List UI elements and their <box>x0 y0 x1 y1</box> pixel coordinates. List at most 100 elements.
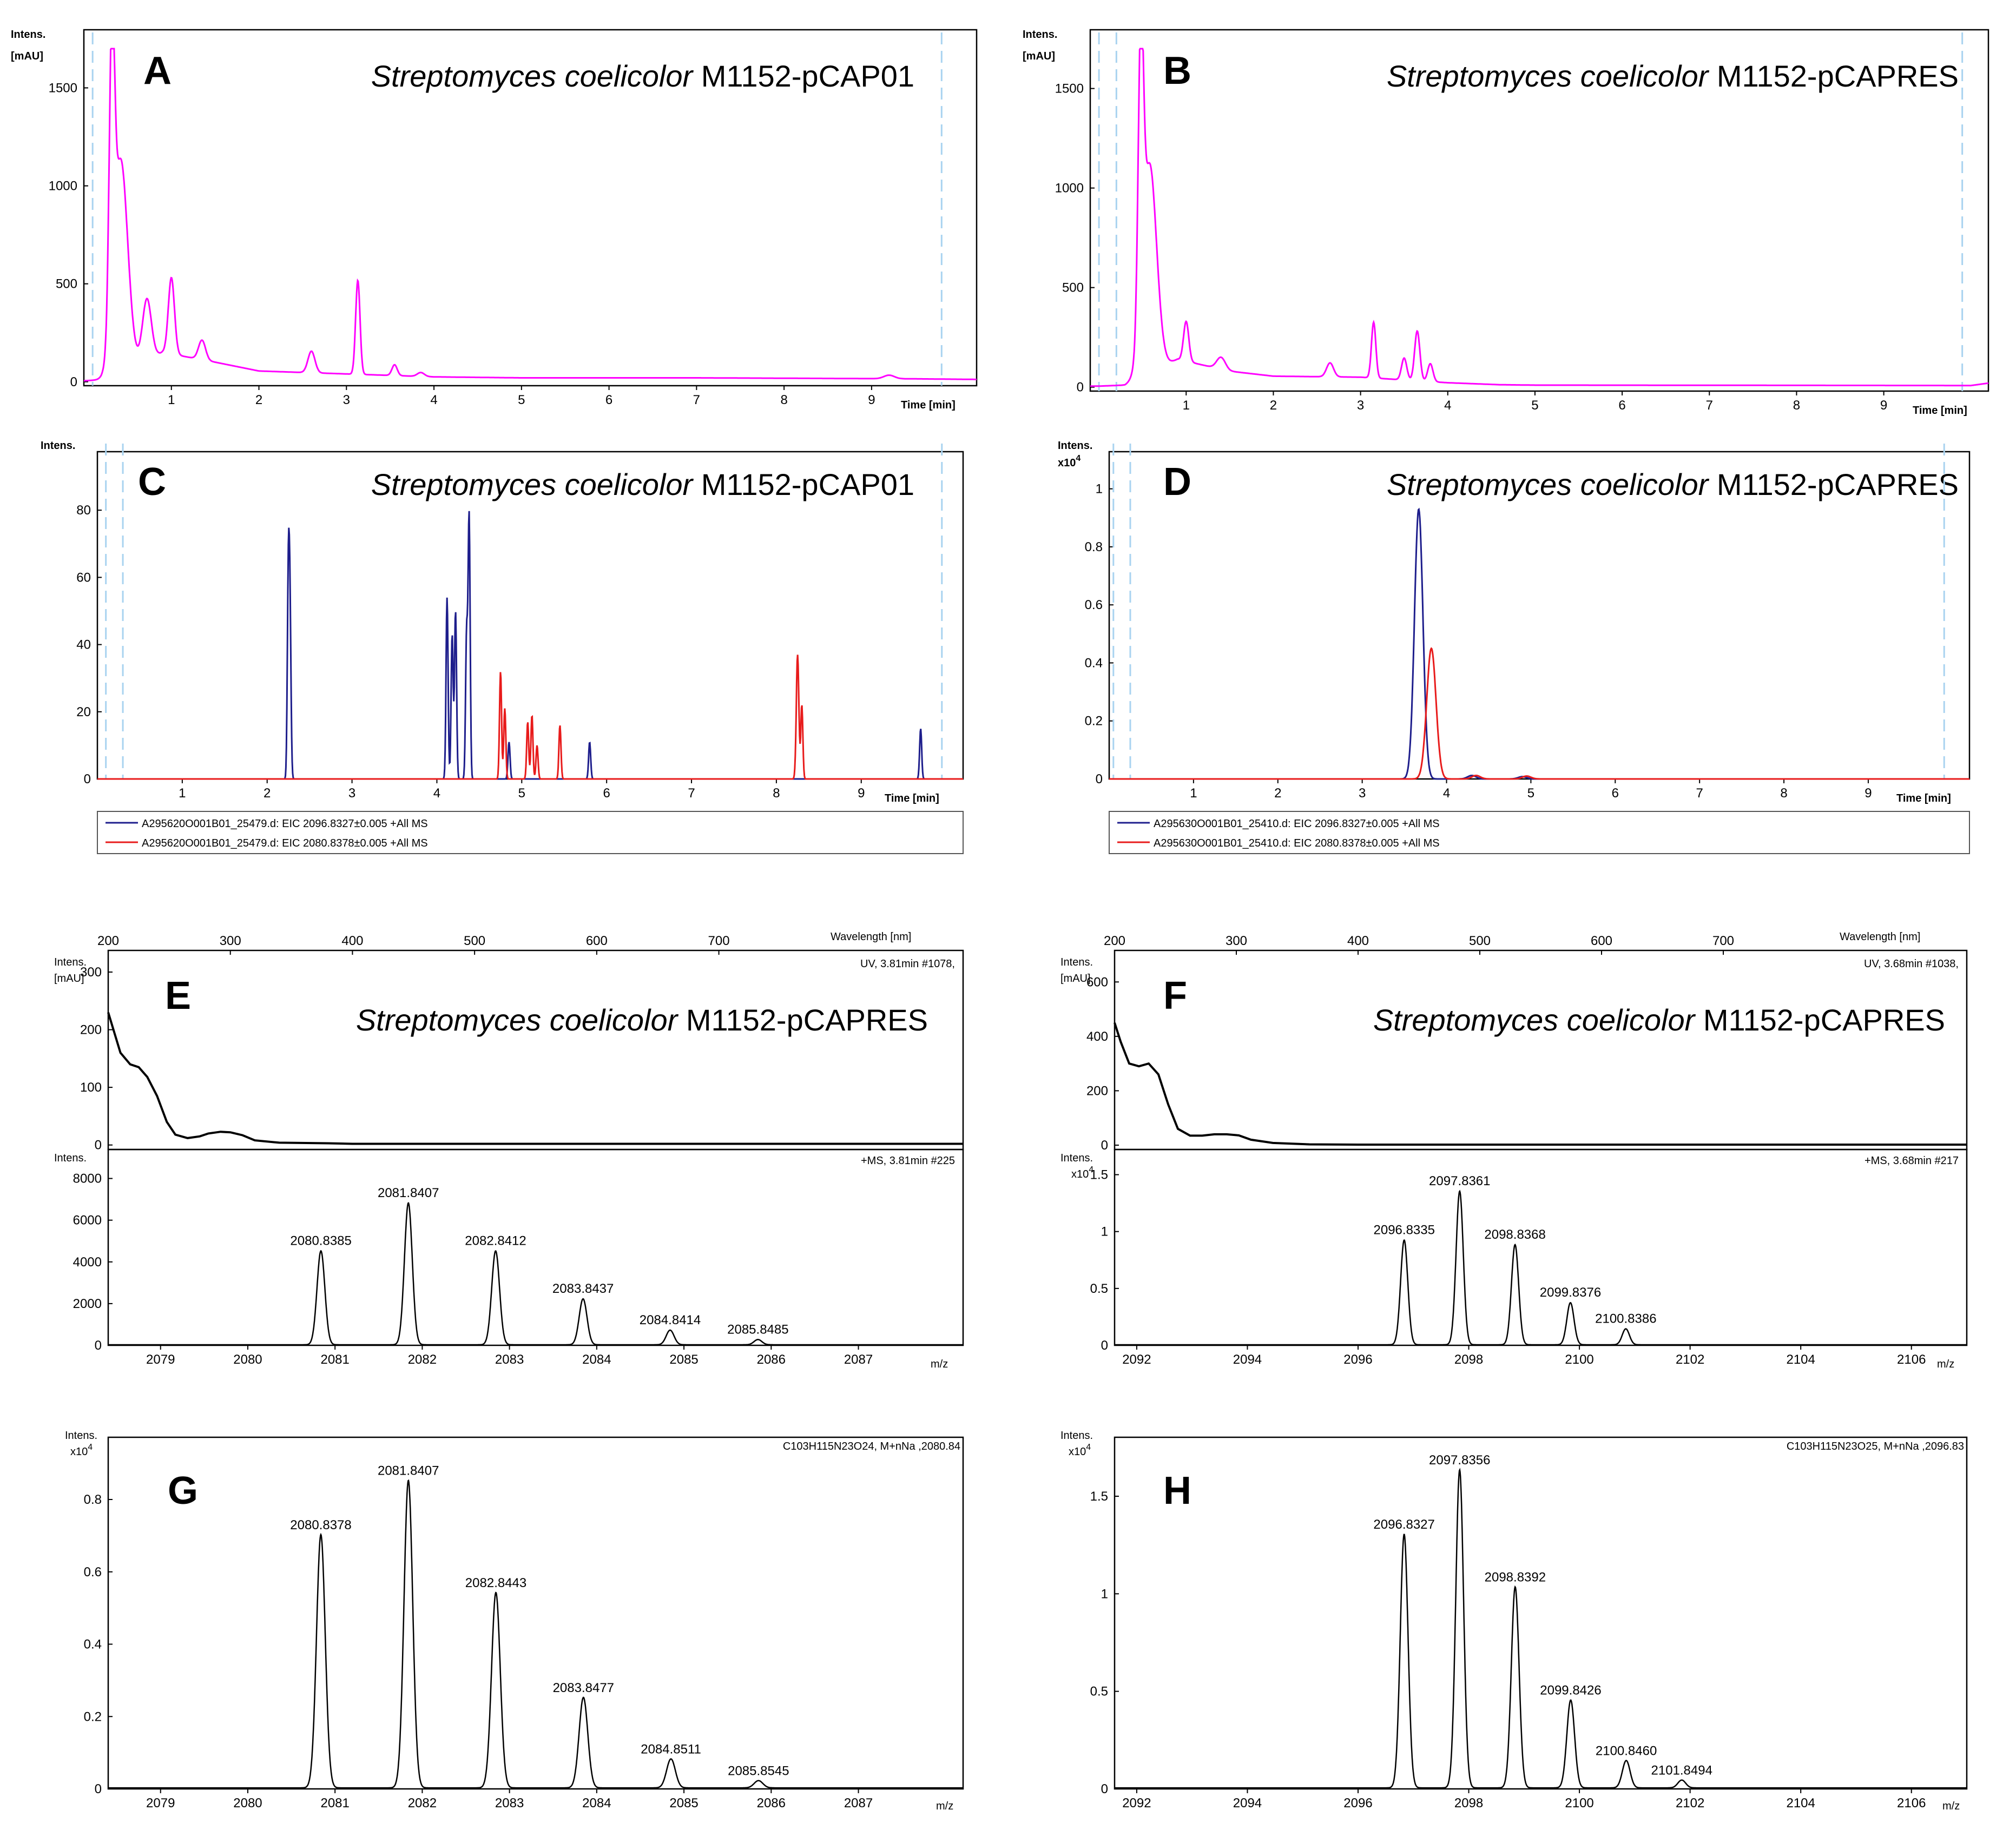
panel-c-xtick-label: 8 <box>773 786 780 801</box>
panel-c-traces <box>97 511 963 780</box>
panel-e-uv-ytick-label: 200 <box>80 1023 102 1038</box>
panel-c-legend-box <box>97 811 964 854</box>
panel-g-spectrum-line <box>108 1479 963 1789</box>
panel-d-legend-entry-2: A295630O001B01_25410.d: EIC 2080.8378±0.… <box>1154 837 1440 849</box>
panel-f-uv-xtick-label: 600 <box>1591 934 1612 948</box>
panel-e-uv-xtick-label: 400 <box>341 934 363 948</box>
panel-g-peak-label: 2081.8407 <box>378 1464 439 1478</box>
panel-e-label: E <box>165 974 191 1018</box>
panel-b-title: Streptomyces coelicolor M1152-pCAPRES <box>1387 59 1959 93</box>
panel-f-ms-peak-label: 2099.8376 <box>1540 1285 1601 1300</box>
panel-c-xlabel: Time [min] <box>885 792 939 804</box>
panel-g-frame <box>107 1436 964 1790</box>
panel-e-title: Streptomyces coelicolor M1152-pCAPRES <box>356 1003 928 1037</box>
panel-h-xtick-label: 2104 <box>1786 1796 1815 1811</box>
panel-f-ms-ytick-label: 1.5 <box>1090 1168 1108 1182</box>
panel-d-title: Streptomyces coelicolor M1152-pCAPRES <box>1387 467 1959 501</box>
panel-h-xtick-label: 2106 <box>1897 1796 1926 1811</box>
panel-f-ms-peak-label: 2096.8335 <box>1374 1223 1435 1238</box>
panel-h-peak-label: 2101.8494 <box>1651 1763 1712 1778</box>
panel-d-ytick-label: 0.6 <box>1085 598 1103 612</box>
panel-b-ytick-label: 1000 <box>1055 181 1084 196</box>
panel-b-xtick-label: 3 <box>1357 398 1364 413</box>
panel-b-ytick-label: 1500 <box>1055 82 1084 96</box>
panel-a-ytick-label: 1000 <box>49 179 77 194</box>
panel-d-xtick-label: 6 <box>1612 786 1619 801</box>
panel-h-xtick-label: 2096 <box>1343 1796 1372 1811</box>
panel-d-xtick-label: 3 <box>1359 786 1366 801</box>
panel-h-ytick-label: 0.5 <box>1090 1684 1108 1699</box>
panel-a-traces <box>84 48 977 382</box>
panel-g-xtick-label: 2081 <box>320 1796 349 1811</box>
panel-h-xtick-label: 2094 <box>1233 1796 1262 1811</box>
panel-f-ms-ytick-label: 0 <box>1101 1338 1108 1353</box>
panel-e-ms-annotation: +MS, 3.81min #225 <box>861 1155 955 1167</box>
panel-e-ms-xtick-label: 2084 <box>582 1352 611 1367</box>
panel-g-xtick-label: 2084 <box>582 1796 611 1811</box>
panel-b-xtick-label: 4 <box>1444 398 1451 413</box>
panel-e-ms-spectrum-line <box>108 1202 963 1346</box>
panel-f-uv-ytick-label: 200 <box>1086 1084 1108 1098</box>
panel-c-xtick-label: 4 <box>433 786 440 801</box>
panel-e-wavelength-label: Wavelength [nm] <box>831 931 911 943</box>
panel-e-ms-peak-label: 2082.8412 <box>465 1234 526 1248</box>
panel-c-label: C <box>138 460 166 504</box>
panel-g-ytick-label: 0.8 <box>84 1492 102 1507</box>
panel-d-xtick-label: 8 <box>1780 786 1787 801</box>
panel-e-ms-xtick-label: 2086 <box>757 1352 786 1367</box>
panel-f-ms-spectrum-line <box>1115 1190 1967 1346</box>
panel-g-xtick-label: 2087 <box>844 1796 873 1811</box>
panel-f-uv-ylabel-unit: [mAU] <box>1060 973 1091 985</box>
panel-f-label: F <box>1163 974 1187 1018</box>
panel-h-peak-label: 2098.8392 <box>1485 1570 1546 1585</box>
panel-b-xtick-label: 8 <box>1793 398 1800 413</box>
panel-e-ms-peak-label: 2080.8385 <box>290 1234 351 1248</box>
panel-g-ytick-label: 0.4 <box>84 1637 102 1652</box>
panel-b-ylabel-intens: Intens. <box>1023 29 1057 41</box>
panel-d-ytick-label: 1 <box>1096 482 1103 497</box>
panel-e-ms-xtick-label: 2081 <box>320 1352 349 1367</box>
panel-h-ytick-label: 0 <box>1101 1782 1108 1796</box>
panel-h-ylabel-exp: x104 <box>1069 1443 1091 1458</box>
panel-f-uv-xtick-label: 700 <box>1712 934 1734 948</box>
panel-a-ytick-label: 0 <box>70 375 77 389</box>
panel-e-ms-xtick-label: 2079 <box>146 1352 175 1367</box>
panel-h-axes: 0 0.5 1 1.5 2092 2094 2096 2098 2100 2102 2104 2106 <box>1090 1489 1926 1811</box>
panel-a-xtick-label: 5 <box>518 393 525 407</box>
panel-e-ms-peak-label: 2081.8407 <box>378 1186 439 1200</box>
panel-a-label: A <box>143 49 172 93</box>
panel-e-ms-peak-label: 2085.8485 <box>727 1322 788 1337</box>
panel-a-xtick-label: 8 <box>780 393 787 407</box>
panel-c-xtick-label: 7 <box>688 786 695 801</box>
panel-a-xtick-label: 6 <box>605 393 612 407</box>
panel-h-xtick-label: 2102 <box>1676 1796 1704 1811</box>
panel-g-mz-label: m/z <box>936 1800 953 1812</box>
panel-g-peak-label: 2084.8511 <box>641 1742 701 1757</box>
panel-c-title: Streptomyces coelicolor M1152-pCAP01 <box>371 467 914 501</box>
panel-b-ytick-label: 500 <box>1062 281 1084 295</box>
panel-e-ms-xtick-label: 2082 <box>408 1352 437 1367</box>
panel-a-xtick-label: 3 <box>343 393 350 407</box>
panel-a-ytick-label: 500 <box>56 277 77 292</box>
panel-e-ms-peak-label: 2083.8437 <box>552 1281 614 1296</box>
panel-d-ylabel-intens: Intens. <box>1058 440 1092 452</box>
panel-e-uv-ytick-label: 300 <box>80 965 102 980</box>
panel-g-peak-label: 2083.8477 <box>553 1681 614 1695</box>
panel-f-uv-xtick-label: 400 <box>1347 934 1369 948</box>
panel-f-uv-axes: 0 200 400 600 200 300 400 500 600 700 <box>1086 934 1734 1153</box>
panel-a-xtick-label: 7 <box>693 393 700 407</box>
panel-b-xlabel: Time [min] <box>1913 405 1967 417</box>
panel-c-xtick-label: 2 <box>263 786 271 801</box>
panel-f-uv-xtick-label: 300 <box>1226 934 1247 948</box>
panel-g-ylabel-exp: x104 <box>70 1443 93 1458</box>
panel-e-ms-frame <box>107 1148 964 1346</box>
panel-e-ms-xtick-label: 2083 <box>495 1352 524 1367</box>
panel-g-xtick-label: 2082 <box>408 1796 437 1811</box>
panel-c-ytick-label: 80 <box>76 503 91 518</box>
panel-b-xtick-label: 5 <box>1531 398 1538 413</box>
panel-h-xtick-label: 2098 <box>1454 1796 1483 1811</box>
panel-c-axes: 0 20 40 60 80 1 2 3 4 5 6 7 8 9 <box>76 444 943 801</box>
panel-f-ms-ylabel-intens: Intens. <box>1060 1152 1093 1164</box>
panel-f-ms-trace: 2096.8335 2097.8361 2098.8368 2099.8376 2100… <box>1115 1174 1967 1346</box>
